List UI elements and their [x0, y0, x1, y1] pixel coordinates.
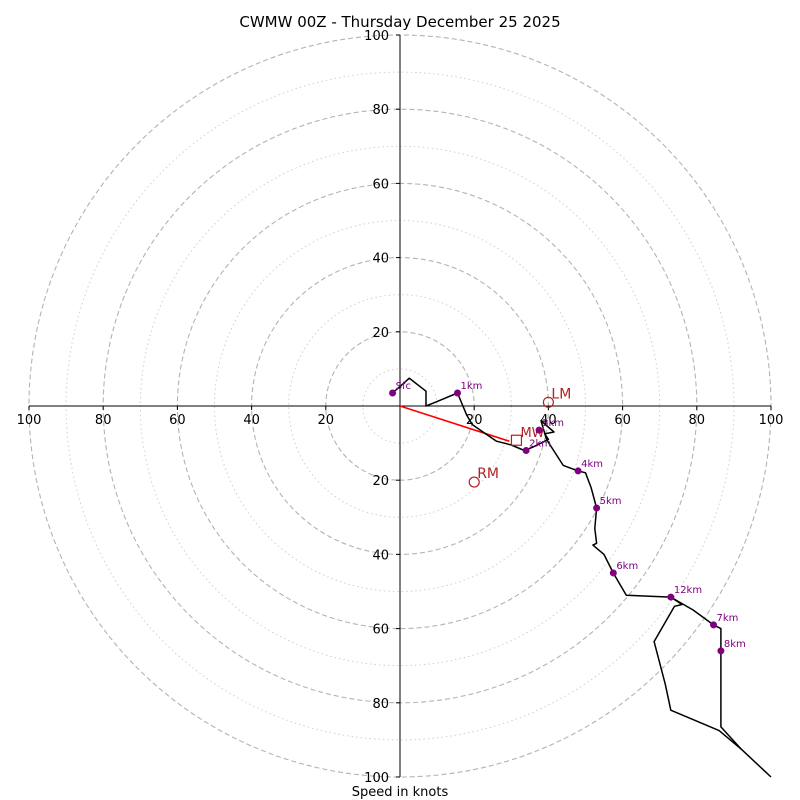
hodograph-trace: [392, 377, 772, 778]
x-tick-label: 100: [759, 413, 784, 428]
height-label: 2km: [529, 439, 551, 450]
y-tick-label: 40: [372, 548, 389, 563]
x-tick-label: 60: [614, 413, 631, 428]
height-label: 4km: [581, 459, 603, 470]
storm-motion-label: RM: [477, 466, 499, 482]
x-tick-label: 80: [689, 413, 706, 428]
y-tick-label: 80: [372, 697, 389, 712]
y-tick-label: 20: [372, 474, 389, 489]
mean-wind-marker: [510, 434, 523, 446]
y-tick-label: 80: [372, 103, 389, 118]
x-tick-label: 80: [95, 413, 112, 428]
x-tick-label: 20: [466, 413, 483, 428]
height-marker: [454, 389, 462, 397]
height-marker: [389, 389, 397, 397]
y-tick-label: 60: [372, 623, 389, 638]
height-marker: [709, 621, 717, 629]
storm-motion-label: LM: [551, 386, 571, 402]
y-tick-label: 20: [372, 326, 389, 341]
x-tick-label: 100: [17, 413, 42, 428]
height-marker: [667, 593, 675, 601]
y-tick-label: 100: [364, 29, 389, 44]
height-label: 3km: [542, 418, 564, 429]
storm-motion-marker: [542, 396, 555, 408]
x-axis-label: Speed in knots: [352, 785, 449, 800]
y-tick-label: 40: [372, 252, 389, 267]
height-marker: [522, 447, 530, 455]
height-label: Sfc: [396, 381, 411, 392]
height-label: 8km: [724, 639, 746, 650]
axes-layer: 100 80 60 40 20 20 40 60 80 100100806040202040608…: [17, 29, 784, 786]
y-tick-label: 100: [364, 771, 389, 786]
storm-motion-marker: [468, 476, 480, 488]
height-marker: [535, 426, 543, 434]
height-label: 7km: [716, 613, 738, 624]
height-label: 5km: [600, 496, 622, 507]
height-marker: [574, 467, 582, 475]
height-marker: [593, 504, 601, 512]
height-label: 1km: [461, 381, 483, 392]
chart-title: CWMW 00Z - Thursday December 25 2025: [239, 13, 560, 31]
x-tick-label: 40: [243, 413, 260, 428]
x-tick-label: 20: [318, 413, 335, 428]
height-marker: [609, 569, 617, 577]
height-label: 6km: [616, 561, 638, 572]
hodograph-trace-upper: [670, 596, 742, 750]
x-tick-label: 60: [169, 413, 186, 428]
y-tick-label: 60: [372, 177, 389, 192]
height-label: 12km: [674, 585, 702, 596]
mean-wind-vector: [399, 405, 510, 443]
height-marker: [717, 647, 725, 655]
